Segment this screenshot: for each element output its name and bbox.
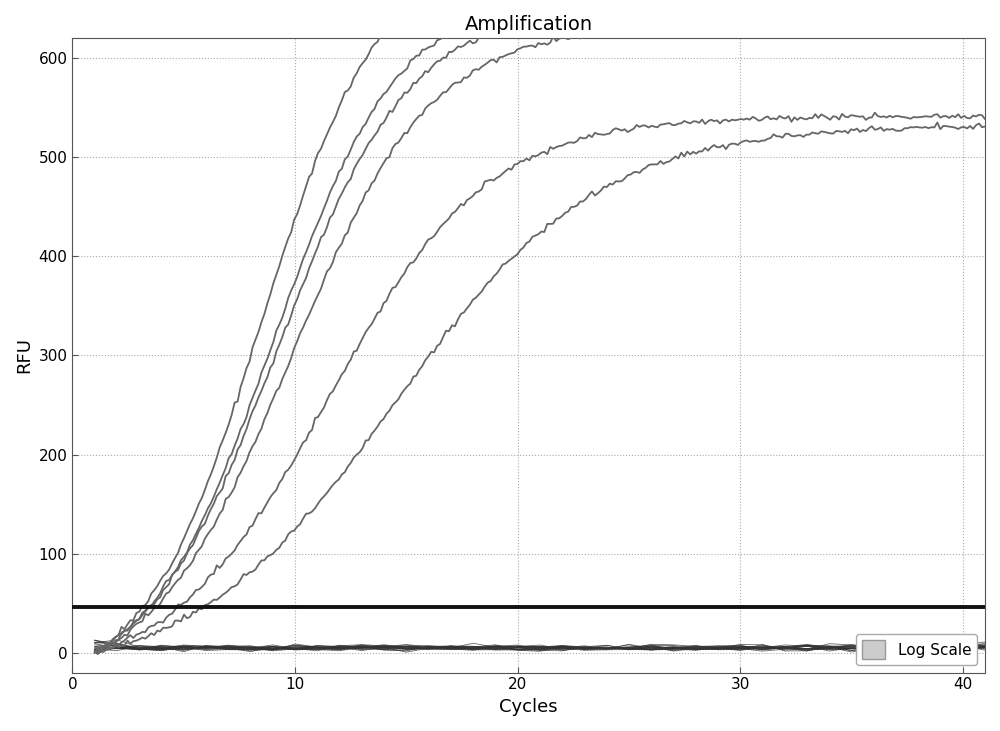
Legend: Log Scale: Log Scale bbox=[856, 634, 977, 665]
Title: Amplification: Amplification bbox=[465, 15, 593, 34]
Y-axis label: RFU: RFU bbox=[15, 338, 33, 374]
X-axis label: Cycles: Cycles bbox=[499, 698, 558, 716]
